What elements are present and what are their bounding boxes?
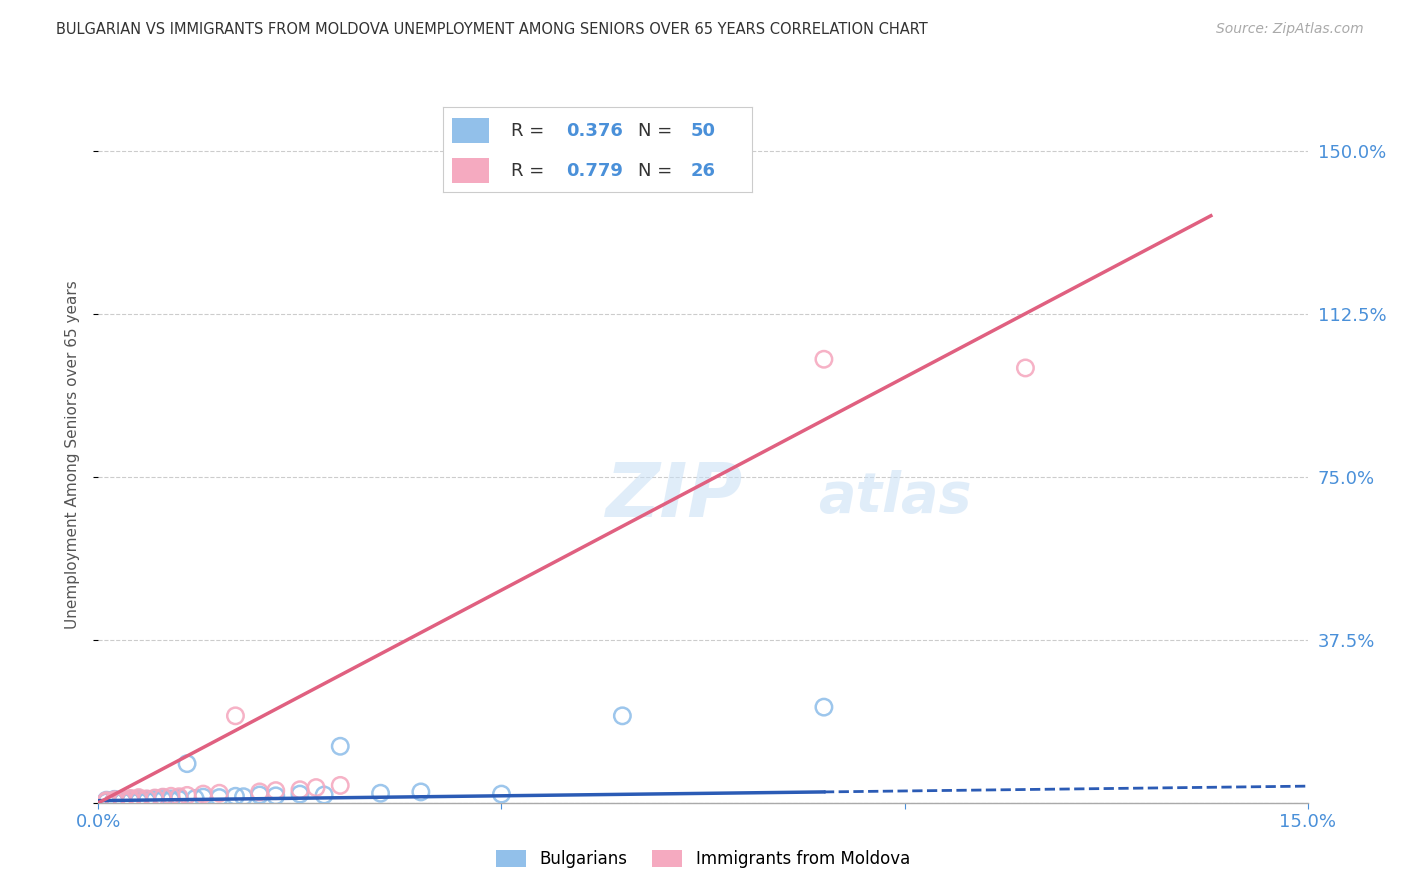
Point	[193, 787, 215, 801]
Point	[135, 792, 157, 806]
Point	[135, 792, 157, 806]
Text: R =: R =	[510, 161, 550, 179]
Point	[128, 794, 150, 808]
Point	[1014, 360, 1036, 375]
Text: Source: ZipAtlas.com: Source: ZipAtlas.com	[1216, 22, 1364, 37]
Point	[176, 789, 198, 803]
Point	[103, 793, 125, 807]
Point	[264, 789, 287, 803]
Point	[120, 794, 142, 808]
Point	[96, 793, 118, 807]
Point	[160, 792, 183, 806]
Point	[249, 785, 271, 799]
Point	[111, 792, 134, 806]
Point	[232, 789, 254, 804]
Text: N =: N =	[638, 161, 678, 179]
Point	[103, 794, 125, 808]
Point	[813, 352, 835, 367]
Point	[152, 790, 174, 805]
Point	[111, 794, 134, 808]
Point	[128, 792, 150, 806]
Point	[288, 782, 311, 797]
Point	[224, 789, 246, 804]
FancyBboxPatch shape	[453, 158, 489, 183]
Text: 0.376: 0.376	[567, 122, 623, 140]
Point	[143, 791, 166, 805]
Point	[193, 790, 215, 805]
Point	[813, 700, 835, 714]
Text: 50: 50	[690, 122, 716, 140]
Point	[103, 795, 125, 809]
Point	[135, 794, 157, 808]
Point	[120, 793, 142, 807]
Point	[160, 793, 183, 807]
Point	[167, 789, 190, 804]
Text: N =: N =	[638, 122, 678, 140]
Text: 26: 26	[690, 161, 716, 179]
Point	[314, 788, 336, 802]
Point	[152, 793, 174, 807]
Point	[111, 794, 134, 808]
Point	[288, 787, 311, 801]
Point	[120, 791, 142, 805]
Point	[96, 795, 118, 809]
Point	[208, 786, 231, 800]
Point	[103, 792, 125, 806]
Point	[103, 794, 125, 808]
Point	[370, 786, 392, 800]
Point	[111, 794, 134, 808]
Point	[103, 793, 125, 807]
Point	[329, 778, 352, 792]
Point	[143, 791, 166, 805]
Point	[167, 792, 190, 806]
Point	[128, 790, 150, 805]
Point	[264, 783, 287, 797]
Point	[96, 794, 118, 808]
Point	[612, 708, 634, 723]
Text: R =: R =	[510, 122, 550, 140]
Point	[184, 791, 207, 805]
Point	[167, 791, 190, 805]
Point	[128, 795, 150, 809]
Point	[160, 789, 183, 804]
Point	[111, 793, 134, 807]
Text: 0.779: 0.779	[567, 161, 623, 179]
Point	[176, 756, 198, 771]
Point	[208, 790, 231, 805]
Text: ZIP: ZIP	[606, 460, 744, 533]
Legend: Bulgarians, Immigrants from Moldova: Bulgarians, Immigrants from Moldova	[489, 843, 917, 874]
Text: BULGARIAN VS IMMIGRANTS FROM MOLDOVA UNEMPLOYMENT AMONG SENIORS OVER 65 YEARS CO: BULGARIAN VS IMMIGRANTS FROM MOLDOVA UNE…	[56, 22, 928, 37]
Point	[135, 794, 157, 808]
Point	[111, 793, 134, 807]
Point	[152, 790, 174, 805]
Text: atlas: atlas	[818, 470, 972, 524]
Point	[103, 794, 125, 808]
Point	[128, 793, 150, 807]
Point	[491, 787, 513, 801]
Point	[135, 793, 157, 807]
Point	[305, 780, 328, 795]
Point	[409, 785, 432, 799]
Point	[111, 795, 134, 809]
Y-axis label: Unemployment Among Seniors over 65 years: Unemployment Among Seniors over 65 years	[65, 281, 80, 629]
Point	[120, 792, 142, 806]
Point	[329, 739, 352, 754]
Point	[96, 795, 118, 809]
Point	[96, 795, 118, 809]
Point	[249, 788, 271, 802]
Point	[128, 793, 150, 807]
Point	[143, 793, 166, 807]
Point	[120, 793, 142, 807]
Point	[120, 794, 142, 808]
Point	[224, 708, 246, 723]
Point	[96, 794, 118, 808]
FancyBboxPatch shape	[453, 118, 489, 144]
